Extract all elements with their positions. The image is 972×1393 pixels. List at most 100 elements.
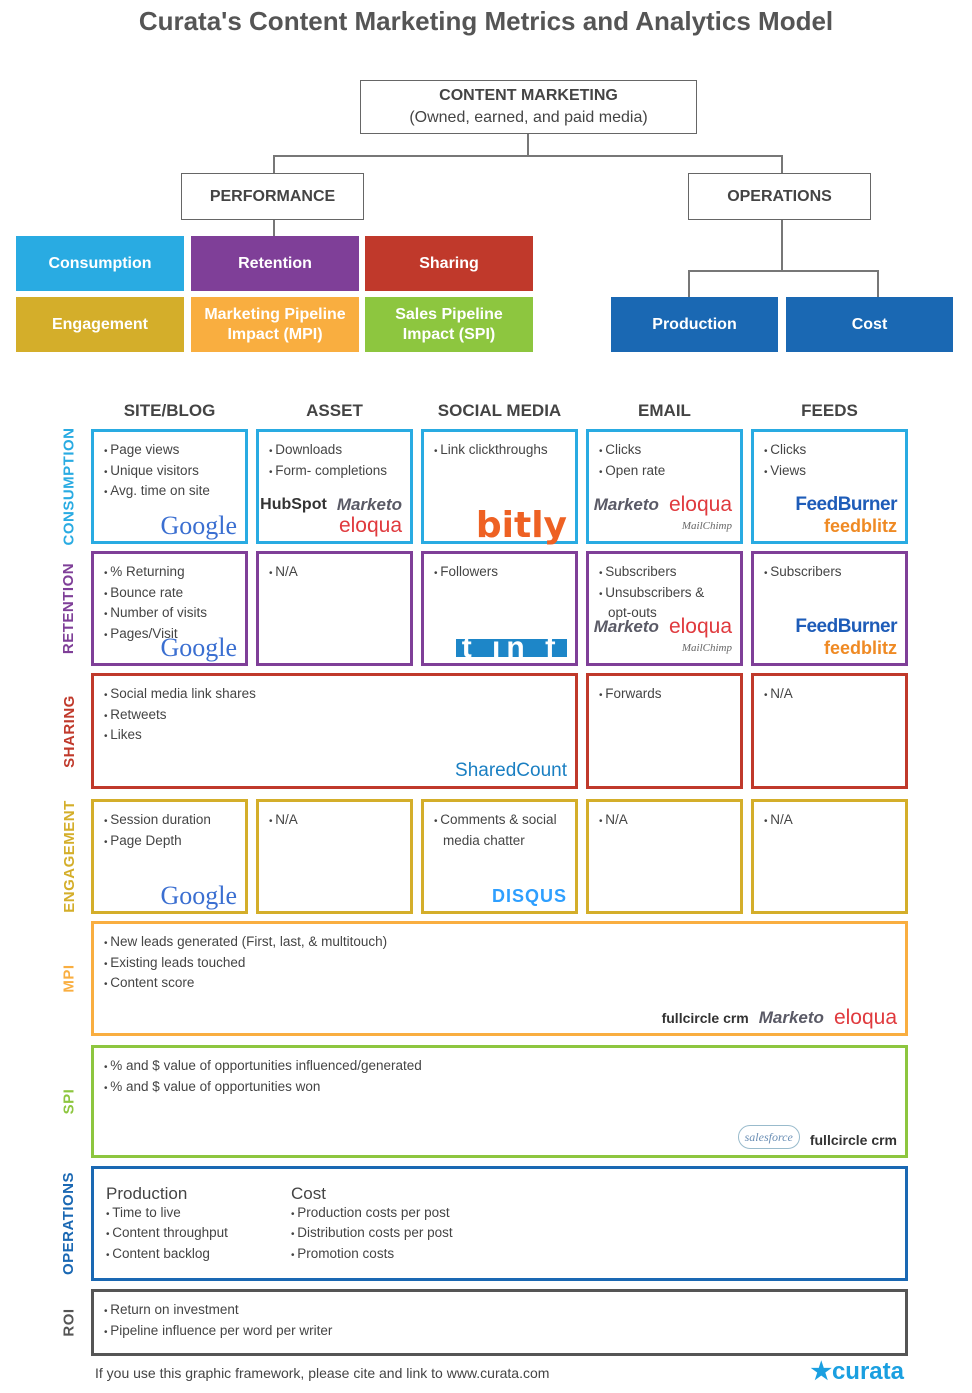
bitly-logo: bitly	[475, 504, 567, 546]
metric-list: Followers	[434, 563, 565, 584]
mpi-cell: New leads generated (First, last, & mult…	[91, 921, 908, 1036]
row-label-text: SHARING	[60, 694, 78, 768]
engagement-cell: N/A	[256, 799, 413, 914]
tool-logos: Google	[160, 632, 237, 662]
operations-box: OPERATIONS	[688, 173, 871, 220]
eloqua-logo: eloqua	[338, 513, 402, 537]
mailchimp-logo: MailChimp	[681, 519, 732, 532]
google-logo: Google	[160, 632, 237, 662]
connector	[527, 134, 529, 155]
tool-logos: SharedCount	[455, 761, 567, 781]
feedburner-logo: FeedBurner	[795, 494, 897, 515]
row-label-text: RETENTION	[60, 562, 78, 655]
metric-item: Production costs per post	[291, 1204, 453, 1225]
tool-logos: bitly	[475, 504, 567, 546]
row-label: ENGAGEMENT	[52, 799, 86, 914]
metric-item: N/A	[269, 563, 400, 584]
marketo-logo: Marketo	[758, 1007, 824, 1027]
social-logo: t in f	[455, 632, 567, 662]
connector	[273, 220, 275, 236]
metric-item: Unique visitors	[104, 462, 235, 483]
metric-item: Content backlog	[106, 1245, 228, 1266]
sharing-cell: Forwards	[586, 673, 743, 789]
metric-item: Open rate	[599, 462, 730, 483]
column-header: FEEDS	[801, 401, 858, 420]
ops-group-heading: Production	[106, 1184, 188, 1203]
row-label-text: CONSUMPTION	[60, 427, 78, 546]
connector	[688, 270, 878, 272]
engagement-cell: Comments & social media chatter DISQUS	[421, 799, 578, 914]
metric-list: Social media link sharesRetweetsLikes	[104, 685, 565, 747]
metric-list: N/A	[269, 563, 400, 584]
tool-logos: fullcircle crm Marketo eloqua	[661, 1007, 897, 1027]
hubspot-logo: HubSpot	[260, 496, 327, 513]
metric-item: Time to live	[106, 1204, 228, 1225]
connector	[781, 155, 783, 173]
connector	[877, 270, 879, 297]
metric-list: Return on investmentPipeline influence p…	[104, 1301, 895, 1342]
metric-item: Number of visits	[104, 604, 235, 625]
row-label-text: OPERATIONS	[60, 1171, 78, 1276]
metric-list: Production costs per postDistribution co…	[291, 1204, 453, 1266]
metric-item: N/A	[269, 811, 400, 832]
salesforce-logo: salesforce	[737, 1124, 800, 1149]
engagement-cell: N/A	[586, 799, 743, 914]
operations-label: OPERATIONS	[727, 187, 832, 205]
row-label-text: ROI	[60, 1308, 78, 1337]
category-engagement: Engagement	[16, 297, 184, 352]
metric-item: Unsubscribers & opt-outs	[599, 584, 730, 623]
star-icon: ★	[810, 1358, 832, 1385]
column-header: SOCIAL MEDIA	[437, 401, 562, 420]
metric-item: Views	[764, 462, 895, 483]
google-logo: Google	[160, 510, 237, 540]
connector	[273, 155, 275, 173]
row-label: SHARING	[52, 673, 86, 789]
metric-item: Likes	[104, 726, 565, 747]
performance-box: PERFORMANCE	[181, 173, 364, 220]
category-sales: Sales Pipeline Impact (SPI)	[365, 297, 533, 352]
row-label: CONSUMPTION	[52, 427, 86, 546]
metric-list: Link clickthroughs	[434, 441, 565, 462]
row-label: MPI	[52, 921, 86, 1036]
category-cost: Cost	[786, 297, 953, 352]
category-marketing: Marketing Pipeline Impact (MPI)	[191, 297, 359, 352]
marketo-logo: Marketo	[336, 495, 402, 514]
metric-item: Page Depth	[104, 832, 235, 853]
connector	[273, 155, 782, 157]
metric-item: % and $ value of opportunities won	[104, 1078, 895, 1099]
metric-list: N/A	[764, 685, 895, 706]
column-header: SITE/BLOG	[123, 401, 216, 420]
content-marketing-label: CONTENT MARKETING	[439, 87, 618, 104]
metric-list: % ReturningBounce rateNumber of visitsPa…	[104, 563, 235, 645]
category-consumption: Consumption	[16, 236, 184, 291]
content-marketing-box: CONTENT MARKETING (Owned, earned, and pa…	[360, 80, 697, 134]
content-marketing-sub: (Owned, earned, and paid media)	[409, 109, 648, 126]
column-header: ASSET	[306, 401, 363, 420]
marketo-logo: Marketo	[593, 495, 659, 514]
metric-item: Content score	[104, 974, 895, 995]
metric-item: Subscribers	[764, 563, 895, 584]
row-label-text: SPI	[60, 1088, 78, 1115]
disqus-logo: DISQUS	[491, 885, 567, 906]
tool-logos: FeedBurner feedblitz	[754, 494, 897, 536]
metric-item: Forwards	[599, 685, 730, 706]
feedblitz-logo: feedblitz	[823, 515, 897, 536]
fullcircle-logo: fullcircle crm	[809, 1131, 897, 1148]
metric-list: DownloadsForm- completions	[269, 441, 400, 482]
metric-item: Social media link shares	[104, 685, 565, 706]
metric-item: Existing leads touched	[104, 954, 895, 975]
metric-item: N/A	[764, 685, 895, 706]
metric-list: ClicksOpen rate	[599, 441, 730, 482]
row-label: ROI	[52, 1289, 86, 1356]
curata-logo: ★curata	[810, 1357, 904, 1386]
fullcircle-logo: fullcircle crm	[661, 1009, 749, 1026]
metric-item: Promotion costs	[291, 1245, 453, 1266]
google-logo: Google	[160, 880, 237, 910]
metric-list: Time to liveContent throughputContent ba…	[106, 1204, 228, 1266]
consumption-cell: DownloadsForm- completions HubSpot Marketo…	[256, 429, 413, 544]
consumption-cell: Page viewsUnique visitorsAvg. time on si…	[91, 429, 248, 544]
metric-list: New leads generated (First, last, & mult…	[104, 933, 895, 995]
tool-logos: t in f	[455, 632, 567, 662]
